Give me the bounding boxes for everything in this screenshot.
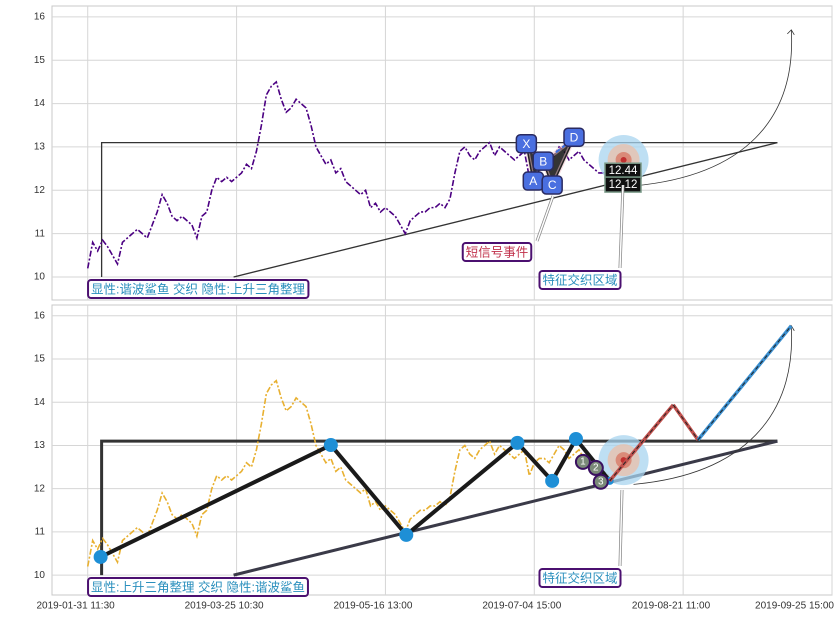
- y-tick-label: 14: [34, 397, 46, 408]
- y-tick-label: 11: [35, 527, 46, 538]
- numbered-point-label: 1: [580, 457, 586, 468]
- point-label: X: [522, 137, 530, 151]
- annotation-text: 特征交织区域: [542, 272, 617, 287]
- level-label: 12.44: [609, 165, 638, 177]
- projection-dash: [609, 404, 674, 482]
- annotation-box: [538, 568, 622, 588]
- y-tick-label: 12: [34, 185, 46, 196]
- annotation-pointer: [619, 489, 623, 567]
- annotation-box: [461, 242, 533, 262]
- annotation-text: 显性:上升三角整理 交织 隐性:谐波鲨鱼: [91, 579, 305, 594]
- annotation: 特征交织区域: [538, 270, 622, 290]
- pivot-marker: [323, 438, 338, 453]
- arrow-head: [787, 29, 795, 36]
- numbered-point-label: 2: [593, 463, 599, 474]
- point-box: [532, 151, 554, 171]
- annotation-box: [87, 577, 309, 597]
- point-box: [563, 127, 585, 148]
- pivot-marker: [399, 527, 414, 542]
- y-tick-label: 13: [34, 142, 46, 153]
- plot-area: [51, 304, 833, 596]
- pattern-line: [233, 439, 778, 577]
- annotation-pointer: [619, 184, 624, 269]
- point-box: [515, 134, 538, 154]
- pivot-marker: [510, 435, 525, 450]
- y-tick-label: 11: [35, 228, 46, 239]
- projection-dash: [672, 404, 699, 441]
- plot-area: [51, 5, 833, 301]
- y-tick-label: 15: [34, 55, 46, 66]
- point-box: [541, 175, 563, 195]
- numbered-point: [574, 453, 591, 470]
- pivot-marker: [545, 473, 560, 488]
- annotation: 短信号事件: [461, 242, 533, 262]
- x-tick-label: 2019-08-21 11:00: [632, 601, 711, 612]
- x-tick-label: 2019-05-16 13:00: [333, 601, 412, 612]
- annotation-box: [538, 270, 622, 290]
- point-label: C: [548, 178, 557, 192]
- annotation-text: 显性:谐波鲨鱼 交织 隐性:上升三角整理: [91, 281, 305, 296]
- x-tick-label: 2019-07-04 15:00: [482, 601, 561, 612]
- annotation: 显性:上升三角整理 交织 隐性:谐波鲨鱼: [87, 577, 309, 597]
- price-line: [86, 379, 610, 567]
- annotation: 特征交织区域: [538, 568, 622, 588]
- y-tick-label: 10: [34, 570, 46, 581]
- annotation-box: [87, 279, 310, 299]
- projection-dash: [697, 325, 792, 441]
- y-tick-label: 16: [34, 11, 46, 22]
- pattern-line: [100, 141, 778, 278]
- annotation-text: 短信号事件: [466, 245, 529, 259]
- y-tick-label: 16: [34, 310, 46, 321]
- y-tick-label: 14: [34, 98, 46, 109]
- annotation-pointer: [536, 195, 554, 242]
- annotation-text: 特征交织区域: [542, 570, 617, 585]
- point-label: D: [570, 130, 579, 144]
- forecast-arrow: [633, 29, 792, 187]
- annotation: 显性:谐波鲨鱼 交织 隐性:上升三角整理: [87, 279, 310, 299]
- x-tick-label: 2019-01-31 11:30: [37, 601, 116, 612]
- numbered-point: [592, 473, 609, 490]
- y-tick-label: 12: [34, 483, 46, 494]
- pattern-line: [233, 141, 778, 278]
- x-tick-label: 2019-03-25 10:30: [185, 601, 264, 612]
- y-tick-label: 10: [34, 272, 46, 283]
- point-label: B: [539, 154, 547, 168]
- pivot-marker: [93, 549, 108, 564]
- numbered-point-label: 3: [598, 476, 604, 487]
- target-zone: [620, 156, 627, 163]
- y-tick-label: 15: [34, 354, 46, 365]
- point-label: A: [529, 174, 537, 188]
- y-tick-label: 13: [34, 440, 46, 451]
- numbered-point: [587, 459, 604, 476]
- pivot-marker: [568, 431, 583, 446]
- pattern-line: [100, 439, 778, 576]
- x-tick-label: 2019-09-25 15:00: [755, 601, 834, 612]
- forecast-arrow: [633, 325, 792, 485]
